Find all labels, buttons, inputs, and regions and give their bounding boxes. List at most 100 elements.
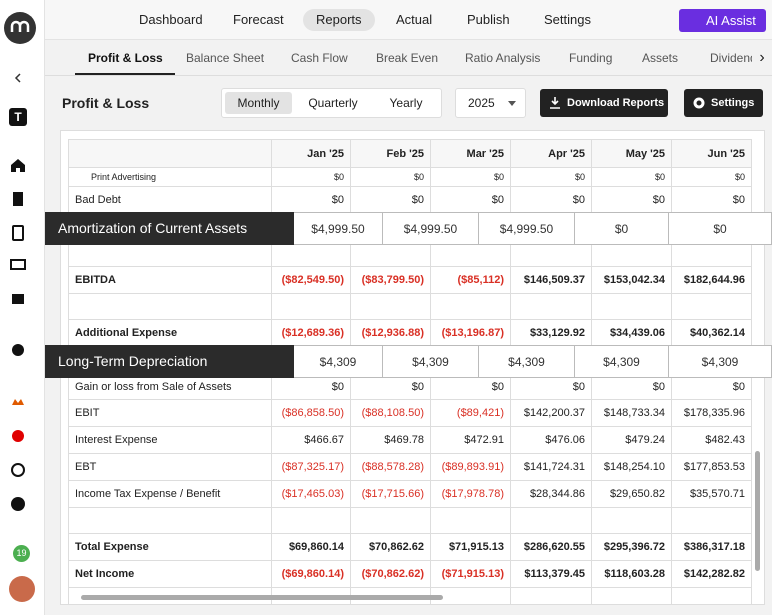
value-cell: $0	[592, 374, 672, 400]
tab[interactable]: Profit & Loss	[88, 51, 163, 65]
collapse-icon[interactable]	[11, 71, 25, 85]
blank-cell	[431, 240, 511, 267]
row-label: Interest Expense	[68, 427, 272, 454]
header-cell	[68, 139, 272, 168]
overlay-value: $4,309	[575, 345, 669, 378]
value-cell: $0	[431, 167, 511, 187]
value-cell: $0	[431, 374, 511, 400]
value-cell: ($17,465.03)	[272, 481, 351, 508]
overlay-value: $4,999.50	[294, 212, 383, 245]
value-cell: $466.67	[272, 427, 351, 454]
overlay-value: $0	[575, 212, 669, 245]
download-label[interactable]: Download Reports	[567, 97, 665, 109]
value-cell: $178,335.96	[672, 400, 752, 427]
value-cell: $0	[511, 187, 592, 213]
column-header: Jun '25	[672, 139, 752, 168]
notification-badge[interactable]: 19	[13, 545, 30, 562]
blank-cell	[592, 240, 672, 267]
v-scrollbar[interactable]	[755, 451, 760, 571]
value-cell: $29,650.82	[592, 481, 672, 508]
period-option[interactable]: Quarterly	[308, 96, 358, 110]
nav-item[interactable]: Publish	[467, 12, 510, 27]
blank-cell	[511, 588, 592, 604]
value-cell: $386,317.18	[672, 534, 752, 561]
page-title: Profit & Loss	[62, 95, 150, 111]
overlay-value: $4,309	[383, 345, 479, 378]
tab-bar: Profit & Loss Balance Sheet Cash Flow Break…	[45, 40, 772, 76]
blank-cell	[672, 508, 752, 534]
value-cell: $0	[511, 167, 592, 187]
value-cell: $0	[431, 187, 511, 213]
tab[interactable]: Dividends	[710, 51, 763, 65]
ai-assist-label[interactable]: AI Assist	[706, 13, 756, 28]
row-label: Gain or loss from Sale of Assets	[68, 374, 272, 400]
tab-underline	[75, 73, 175, 75]
overlay-value: $4,309	[294, 345, 383, 378]
value-cell: $40,362.14	[672, 320, 752, 347]
tab[interactable]: Break Even	[376, 51, 439, 65]
value-cell: $0	[351, 187, 431, 213]
workspace-icon[interactable]: T	[9, 108, 27, 126]
overlay-value: $4,309	[479, 345, 575, 378]
logo[interactable]	[3, 11, 38, 46]
column-header: Mar '25	[431, 139, 511, 168]
row-label: Print Advertising	[68, 167, 272, 187]
value-cell: ($70,862.62)	[351, 561, 431, 588]
ai-assist-button[interactable]: AI Assist	[679, 9, 766, 32]
blank-cell	[351, 240, 431, 267]
settings-label[interactable]: Settings	[711, 97, 755, 109]
nav-item[interactable]: Dashboard	[139, 12, 203, 27]
nav-item[interactable]: Forecast	[233, 12, 284, 27]
value-cell: $153,042.34	[592, 267, 672, 294]
nav-item[interactable]: Reports	[303, 9, 375, 31]
value-cell: ($83,799.50)	[351, 267, 431, 294]
value-cell: $113,379.45	[511, 561, 592, 588]
download-button[interactable]: Download Reports	[540, 89, 668, 117]
blank-cell	[592, 588, 672, 604]
value-cell: ($12,689.36)	[272, 320, 351, 347]
row-label: EBITDA	[68, 267, 272, 294]
nav-item[interactable]: Settings	[544, 12, 591, 27]
tab[interactable]: Balance Sheet	[186, 51, 265, 65]
value-cell: $0	[672, 187, 752, 213]
tab[interactable]: Assets	[642, 51, 679, 65]
tab[interactable]: Ratio Analysis	[465, 51, 541, 65]
value-cell: ($12,936.88)	[351, 320, 431, 347]
value-cell: $472.91	[431, 427, 511, 454]
period-option[interactable]: Yearly	[389, 96, 423, 110]
h-scrollbar[interactable]	[81, 595, 443, 600]
value-cell: ($17,715.66)	[351, 481, 431, 508]
period-option[interactable]: Monthly	[225, 92, 292, 114]
value-cell: $0	[351, 374, 431, 400]
value-cell: $0	[592, 167, 672, 187]
year[interactable]: 2025	[468, 96, 495, 110]
value-cell: $482.43	[672, 427, 752, 454]
blank-cell	[68, 294, 272, 320]
value-cell: $0	[672, 167, 752, 187]
blank-cell	[351, 294, 431, 320]
value-cell: $0	[272, 167, 351, 187]
tab[interactable]: Cash Flow	[291, 51, 348, 65]
year-select[interactable]: 2025	[455, 88, 526, 118]
overlay-value: $4,999.50	[383, 212, 479, 245]
value-cell: $28,344.86	[511, 481, 592, 508]
value-cell: $33,129.92	[511, 320, 592, 347]
tab[interactable]: Funding	[569, 51, 613, 65]
value-cell: $0	[511, 374, 592, 400]
value-cell: $0	[272, 374, 351, 400]
nav-item[interactable]: Actual	[396, 12, 433, 27]
value-cell: $148,733.34	[592, 400, 672, 427]
settings-button[interactable]: Settings	[684, 89, 763, 117]
blank-cell	[672, 240, 752, 267]
value-cell: $141,724.31	[511, 454, 592, 481]
overlay-value: $0	[669, 212, 772, 245]
value-cell: ($89,893.91)	[431, 454, 511, 481]
blank-cell	[592, 508, 672, 534]
avatar[interactable]	[9, 576, 35, 602]
value-cell: ($88,108.50)	[351, 400, 431, 427]
column-header: Jan '25	[272, 139, 351, 168]
value-cell: $0	[672, 374, 752, 400]
tab-arrow[interactable]: ›	[752, 40, 772, 75]
blank-cell	[68, 508, 272, 534]
